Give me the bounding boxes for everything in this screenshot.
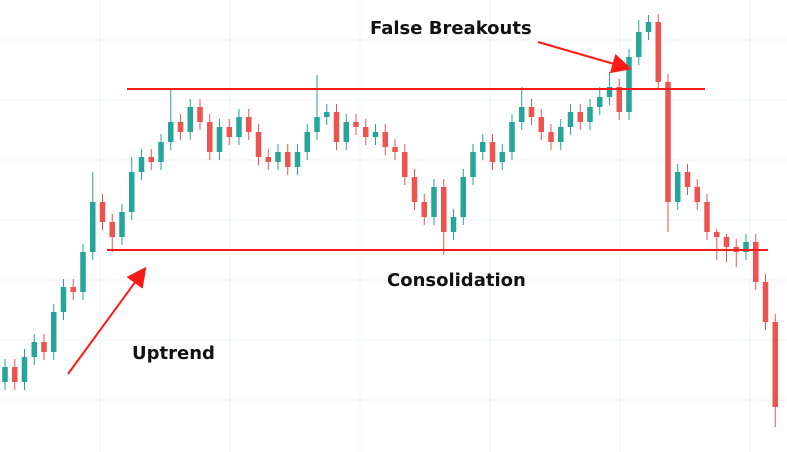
candle-body <box>324 112 330 117</box>
candle-body <box>538 117 544 132</box>
candle-body <box>2 367 8 382</box>
candle-body <box>548 132 554 142</box>
candle-body <box>314 117 320 132</box>
arrow <box>67 266 147 375</box>
candle-body <box>762 282 769 322</box>
candle-body <box>411 177 418 202</box>
candle-body <box>392 147 398 152</box>
candle-body <box>236 117 242 137</box>
candle-body <box>519 107 525 122</box>
candle-body <box>723 237 730 247</box>
candle-body <box>41 342 47 352</box>
annotation: Consolidation <box>387 270 526 291</box>
candle-body <box>363 127 369 137</box>
candle-body <box>489 142 496 162</box>
annotation: Uptrend <box>132 343 215 364</box>
candle-body <box>636 32 642 57</box>
candle-body <box>528 107 535 117</box>
candle-body <box>509 122 515 152</box>
candle-body <box>51 312 57 352</box>
candle-body <box>460 177 466 217</box>
candle-body <box>158 142 164 162</box>
candle-body <box>606 87 613 97</box>
candle-body <box>246 117 252 132</box>
candle-body <box>353 122 359 127</box>
arrow <box>537 41 632 74</box>
candle-body <box>70 287 76 292</box>
candle-body <box>177 122 184 132</box>
candle-body <box>441 187 447 232</box>
candle-body <box>226 127 232 137</box>
candle-body <box>372 132 379 137</box>
candle-body <box>655 22 661 82</box>
candle-body <box>129 172 135 212</box>
candle-body <box>343 122 349 142</box>
candle-body <box>675 172 681 202</box>
candle-body <box>168 122 174 142</box>
candle-body <box>421 202 427 217</box>
candle-body <box>109 222 115 237</box>
candle-body <box>207 122 213 152</box>
candle-body <box>382 132 388 147</box>
candle-body <box>597 97 603 107</box>
candle-body <box>197 107 203 122</box>
candle-body <box>431 187 437 217</box>
candle-body <box>304 132 310 152</box>
candle-body <box>577 112 583 122</box>
candle-body <box>99 202 106 222</box>
candle-body <box>645 22 652 32</box>
candle-body <box>31 342 37 357</box>
candle-body <box>743 242 749 252</box>
candle-body <box>714 232 720 237</box>
candle-body <box>704 202 710 232</box>
candle-body <box>119 212 125 237</box>
candle-body <box>21 357 28 382</box>
candle-body <box>753 242 759 282</box>
candle-body <box>450 217 457 232</box>
candle-body <box>402 152 408 177</box>
candle-body <box>694 187 700 202</box>
candle-body <box>12 367 18 382</box>
candle-body <box>558 127 564 142</box>
candle-body <box>567 112 574 127</box>
candle-body <box>772 322 778 407</box>
candle-body <box>294 152 301 167</box>
candle-body <box>148 157 154 162</box>
candle-body <box>275 152 281 162</box>
candle-body <box>216 127 223 152</box>
candle-body <box>333 112 340 142</box>
candle-body <box>255 132 262 157</box>
candle-body <box>90 202 96 252</box>
candle-body <box>616 87 622 112</box>
candle-body <box>80 252 86 292</box>
candle-body <box>626 57 632 112</box>
candle-body <box>285 152 291 167</box>
candle-body <box>265 157 271 162</box>
candle-body <box>60 287 67 312</box>
candle-body <box>480 142 486 152</box>
annotation: False Breakouts <box>370 18 532 39</box>
candle-body <box>587 107 593 122</box>
candle-body <box>684 172 691 187</box>
candle-body <box>138 157 145 172</box>
candle-body <box>187 107 193 132</box>
candle-body <box>665 82 671 202</box>
candle-body <box>470 152 476 177</box>
candle-body <box>499 152 505 162</box>
